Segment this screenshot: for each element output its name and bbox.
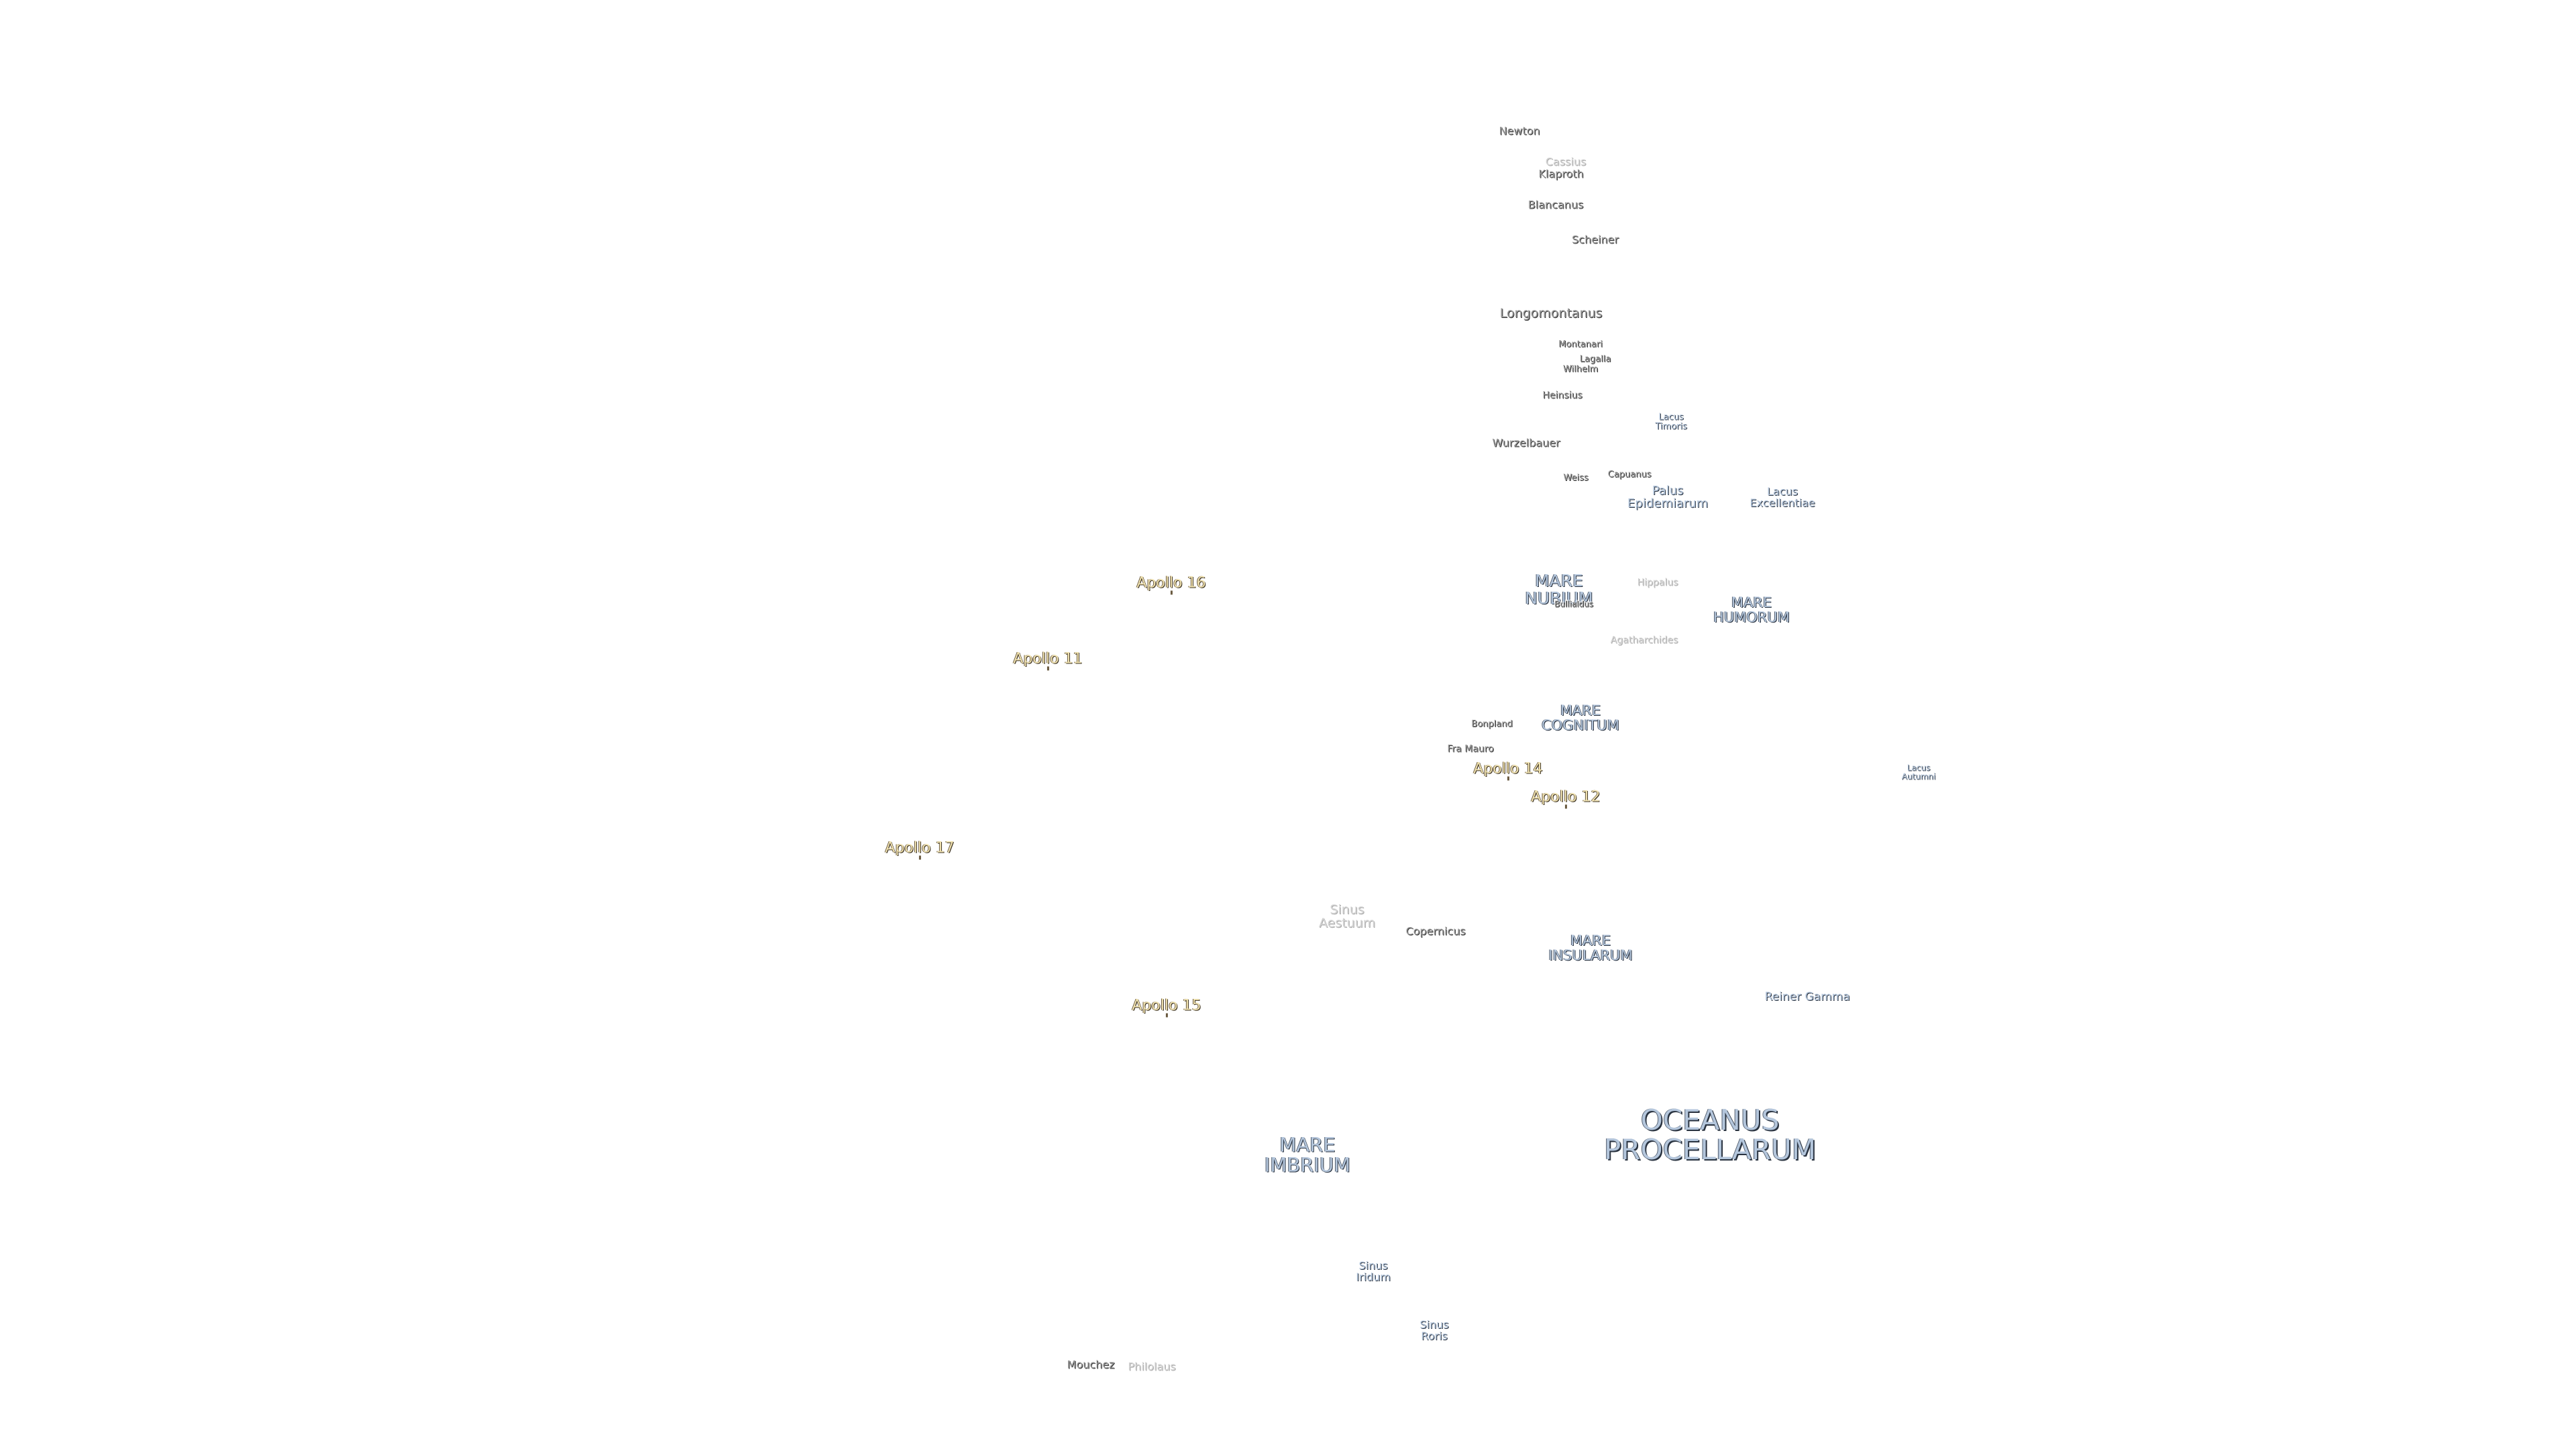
crater-label: Fra Mauro [1447, 743, 1494, 755]
sinus-label: Sinus Roris [1419, 1318, 1449, 1342]
mare-label: MARE HUMORUM [1713, 594, 1790, 625]
crater-label: Agatharchides [1610, 635, 1678, 646]
crater-label: Newton [1499, 124, 1540, 138]
lacus-label: Lacus Timoris [1655, 412, 1687, 431]
crater-label: Wilhelm [1562, 364, 1599, 375]
crater-label: Blancanus [1527, 198, 1584, 211]
crater-label: Bonpland [1471, 719, 1513, 730]
mare-label: MARE NUBIUM [1525, 570, 1593, 608]
landing-site-label: Apollo 14 [1473, 760, 1543, 777]
crater-label: Cassius [1545, 155, 1587, 168]
sinus-label: Sinus Aestuum [1318, 902, 1376, 930]
crater-label: Mouchez [1067, 1358, 1115, 1371]
landing-site-label: Apollo 17 [885, 839, 955, 857]
crater-label: Wurzelbauer [1492, 436, 1560, 449]
crater-label: Klaproth [1538, 167, 1584, 180]
landing-site-label: Apollo 12 [1531, 788, 1601, 806]
landing-site-label: Apollo 16 [1136, 574, 1206, 592]
crater-label: Weiss [1563, 473, 1589, 484]
lacus-label: Lacus Autumni [1901, 763, 1936, 781]
mare-label: MARE INSULARUM [1548, 932, 1633, 963]
crater-label: Scheiner [1572, 233, 1619, 246]
mare-label: MARE IMBRIUM [1264, 1133, 1351, 1177]
landing-site-label: Apollo 11 [1013, 650, 1083, 667]
crater-label: Longomontanus [1499, 306, 1603, 321]
crater-label: Heinsius [1542, 390, 1582, 401]
mare-label: MARE COGNITUM [1542, 702, 1619, 733]
palus-label: Palus Epidemiarum [1627, 484, 1709, 511]
crater-label: Capuanus [1607, 470, 1652, 480]
crater-label: Hippalus [1637, 577, 1678, 588]
landing-site-label: Apollo 15 [1132, 997, 1201, 1014]
crater-label: Lagalla [1579, 354, 1611, 365]
oceanus-label: OCEANUS PROCELLARUM [1603, 1103, 1817, 1166]
crater-label: Montanari [1558, 339, 1603, 350]
crater-label: Copernicus [1405, 924, 1466, 938]
lacus-label: Lacus Excellentiae [1750, 485, 1815, 509]
crater-label: Philolaus [1128, 1360, 1176, 1373]
sinus-label: Sinus Iridum [1356, 1259, 1391, 1283]
feature-label: Reiner Gamma [1764, 990, 1850, 1004]
crater-label: Bullialdus [1554, 599, 1594, 609]
